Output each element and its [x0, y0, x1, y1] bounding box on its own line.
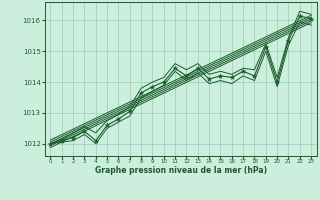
X-axis label: Graphe pression niveau de la mer (hPa): Graphe pression niveau de la mer (hPa) [95, 166, 267, 175]
